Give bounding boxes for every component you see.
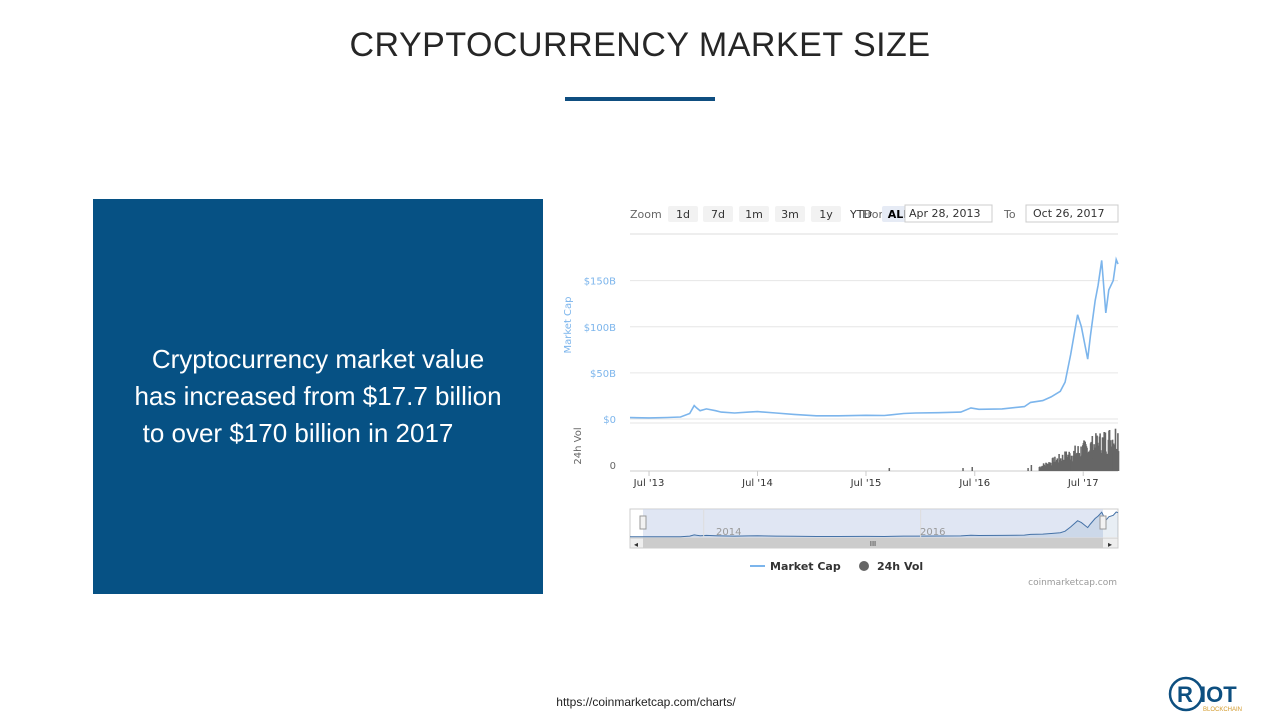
volume-bar <box>962 468 964 471</box>
scroll-right-arrow-icon[interactable]: ▸ <box>1108 540 1112 549</box>
zoom-button-7d[interactable]: 7d <box>703 206 733 222</box>
zoom-button-label: 1d <box>676 208 690 221</box>
zoom-button-1y[interactable]: 1y <box>811 206 841 222</box>
slide-title: CRYPTOCURRENCY MARKET SIZE <box>349 26 931 64</box>
x-tick-label: Jul '13 <box>633 478 665 489</box>
volume-bar <box>888 468 891 471</box>
volume-bar <box>1108 430 1111 471</box>
zoom-button-1m[interactable]: 1m <box>739 206 769 222</box>
x-tick-label: Jul '15 <box>850 478 882 489</box>
navigator-label: 2016 <box>920 527 945 538</box>
navigator-area <box>630 512 1118 537</box>
zoom-button-ytd[interactable]: YTD <box>849 208 872 221</box>
y-tick-label: $100B <box>584 323 616 334</box>
legend-market-cap-label[interactable]: Market Cap <box>770 560 841 573</box>
to-label: To <box>1003 208 1016 221</box>
logo-ring <box>1168 676 1204 712</box>
volume-bar <box>1030 465 1033 471</box>
volume-bar <box>1114 428 1117 471</box>
from-date-value: Apr 28, 2013 <box>909 207 981 220</box>
volume-bar <box>1027 468 1029 471</box>
chart-credit[interactable]: coinmarketcap.com <box>1028 578 1117 588</box>
title-divider <box>565 97 715 101</box>
vol-axis-label: 24h Vol <box>573 427 584 464</box>
summary-panel: Cryptocurrency market value has increase… <box>93 199 543 594</box>
navigator-right-handle[interactable] <box>1099 515 1107 530</box>
scrollbar-grip-icon: III <box>870 540 876 548</box>
zoom-button-label: 7d <box>711 208 725 221</box>
x-tick-labels: Jul '13 Jul '14 Jul '15 Jul '16 Jul '17 <box>633 478 1099 489</box>
y-axis-label: Market Cap <box>563 296 574 353</box>
zoom-label: Zoom <box>630 208 662 221</box>
scroll-left-arrow-icon[interactable]: ◂ <box>634 540 638 549</box>
volume-bar <box>1117 451 1120 471</box>
x-tick-label: Jul '17 <box>1067 478 1099 489</box>
y-tick-label: $50B <box>590 369 616 380</box>
riot-blockchain-logo: R IOT BLOCKCHAIN <box>1168 676 1242 713</box>
volume-bar <box>1052 457 1054 471</box>
navigator-label: 2014 <box>716 527 741 538</box>
from-date-input[interactable]: Apr 28, 2013 <box>904 204 993 223</box>
to-date-input[interactable]: Oct 26, 2017 <box>1025 204 1119 223</box>
y-tick-labels: $150B $100B $50B $0 <box>584 277 616 426</box>
navigator-selection[interactable] <box>643 509 1103 539</box>
market-cap-line <box>629 256 1119 419</box>
logo-r: R <box>1177 682 1193 707</box>
navigator-layer <box>630 509 1119 538</box>
summary-line: to over $170 billion in 2017 <box>142 418 454 448</box>
x-tick-label: Jul '16 <box>958 478 990 489</box>
legend-24h-vol-swatch <box>859 561 869 571</box>
to-date-value: Oct 26, 2017 <box>1033 207 1105 220</box>
logo-iot: IOT <box>1200 682 1237 707</box>
navigator-left-handle[interactable] <box>639 515 647 530</box>
vol-tick-label: 0 <box>610 461 616 472</box>
summary-line: has increased from $17.7 billion <box>134 381 502 411</box>
volume-bar <box>1054 456 1056 471</box>
zoom-button-label: 1y <box>819 208 833 221</box>
zoom-button-label: 1m <box>745 208 763 221</box>
scrollbar-thumb[interactable] <box>643 538 1103 548</box>
zoom-button-3m[interactable]: 3m <box>775 206 805 222</box>
volume-bar <box>1091 436 1094 471</box>
y-tick-label: $0 <box>603 415 616 426</box>
summary-line: Cryptocurrency market value <box>151 344 485 374</box>
chart-svg: Zoom 1d 7d 1m 3m 1y YTD From ALL Apr 28,… <box>563 204 1120 588</box>
source-url[interactable]: https://coinmarketcap.com/charts/ <box>556 695 736 709</box>
y-tick-label: $150B <box>584 277 616 288</box>
market-cap-chart: Zoom 1d 7d 1m 3m 1y YTD From ALL Apr 28,… <box>560 195 1140 595</box>
logo-subtext: BLOCKCHAIN <box>1203 707 1242 713</box>
zoom-button-label: YTD <box>849 208 872 221</box>
x-tick-label: Jul '14 <box>741 478 773 489</box>
volume-bars <box>888 428 1120 471</box>
volume-bar <box>971 467 973 471</box>
legend-24h-vol-label[interactable]: 24h Vol <box>877 560 923 573</box>
zoom-button-1d[interactable]: 1d <box>668 206 698 222</box>
series-layer <box>629 256 1119 419</box>
grid-lines <box>630 233 1118 476</box>
zoom-button-label: 3m <box>781 208 799 221</box>
